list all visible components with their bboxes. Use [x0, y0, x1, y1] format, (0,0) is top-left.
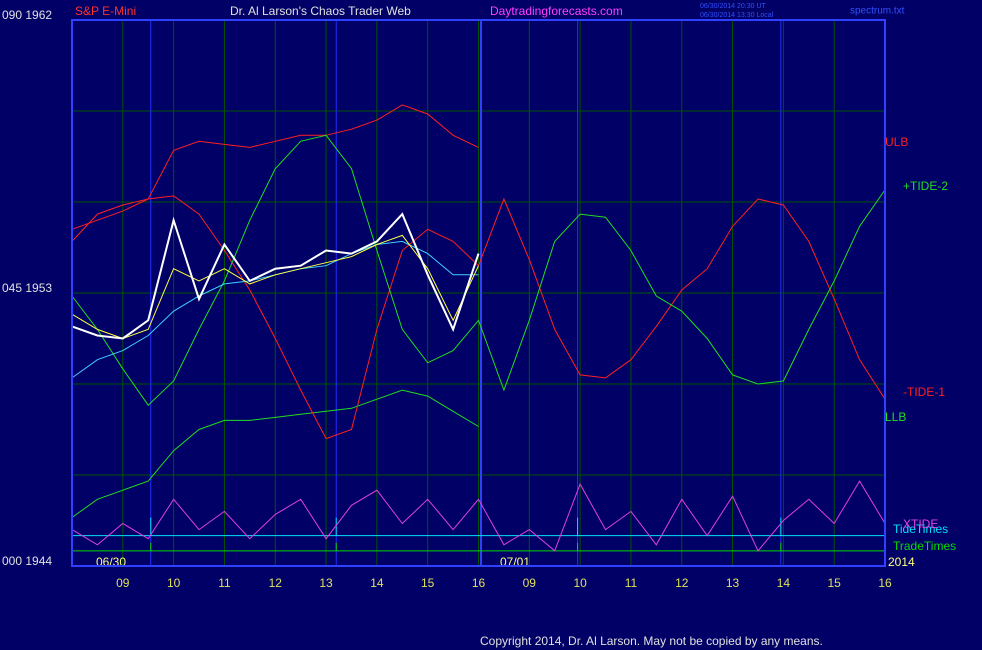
y-tick-label: 000 1944 — [2, 554, 52, 568]
y-tick-label: 090 1962 — [2, 8, 52, 22]
reference-label: TradeTimes — [893, 539, 956, 553]
x-tick-label: 16 — [878, 576, 892, 590]
x-tick-label: 10 — [573, 576, 587, 590]
x-tick-label: 15 — [828, 576, 842, 590]
timestamp: 06/30/2014 20:30 UT — [700, 3, 766, 10]
copyright: Copyright 2014, Dr. Al Larson. May not b… — [480, 634, 823, 648]
x-tick-label: 12 — [269, 576, 283, 590]
instrument: S&P E-Mini — [75, 4, 136, 18]
date-label: 07/01 — [500, 555, 530, 569]
series-label: LLB — [885, 410, 906, 424]
series-label: XTIDE — [903, 517, 938, 531]
x-tick-label: 09 — [523, 576, 537, 590]
chart-title: Dr. Al Larson's Chaos Trader Web — [230, 4, 411, 18]
x-tick-label: 15 — [421, 576, 435, 590]
x-tick-label: 14 — [370, 576, 384, 590]
timestamp: 06/30/2014 13:30 Local — [700, 12, 774, 19]
plot-border — [71, 19, 886, 567]
series-line — [71, 389, 479, 518]
series-line — [71, 234, 479, 340]
series-label: +TIDE-2 — [903, 179, 948, 193]
series-line — [71, 480, 886, 552]
series-line — [71, 104, 479, 242]
x-tick-label: 16 — [472, 576, 486, 590]
x-tick-label: 14 — [777, 576, 791, 590]
x-tick-label: 13 — [726, 576, 740, 590]
series-line — [71, 134, 886, 406]
date-label: 06/30 — [96, 555, 126, 569]
x-tick-label: 11 — [218, 576, 231, 590]
reference-label: TideTimes — [893, 522, 948, 536]
file-name: spectrum.txt — [850, 6, 905, 17]
website: Daytradingforecasts.com — [490, 4, 623, 18]
series-label: -TIDE-1 — [903, 385, 945, 399]
x-tick-label: 11 — [625, 576, 638, 590]
x-tick-label: 09 — [116, 576, 130, 590]
x-tick-label: 13 — [319, 576, 333, 590]
date-label: 2014 — [888, 555, 915, 569]
x-tick-label: 10 — [167, 576, 181, 590]
x-tick-label: 12 — [675, 576, 689, 590]
series-line — [71, 212, 480, 340]
series-label: ULB — [885, 135, 908, 149]
y-tick-label: 045 1953 — [2, 281, 52, 295]
